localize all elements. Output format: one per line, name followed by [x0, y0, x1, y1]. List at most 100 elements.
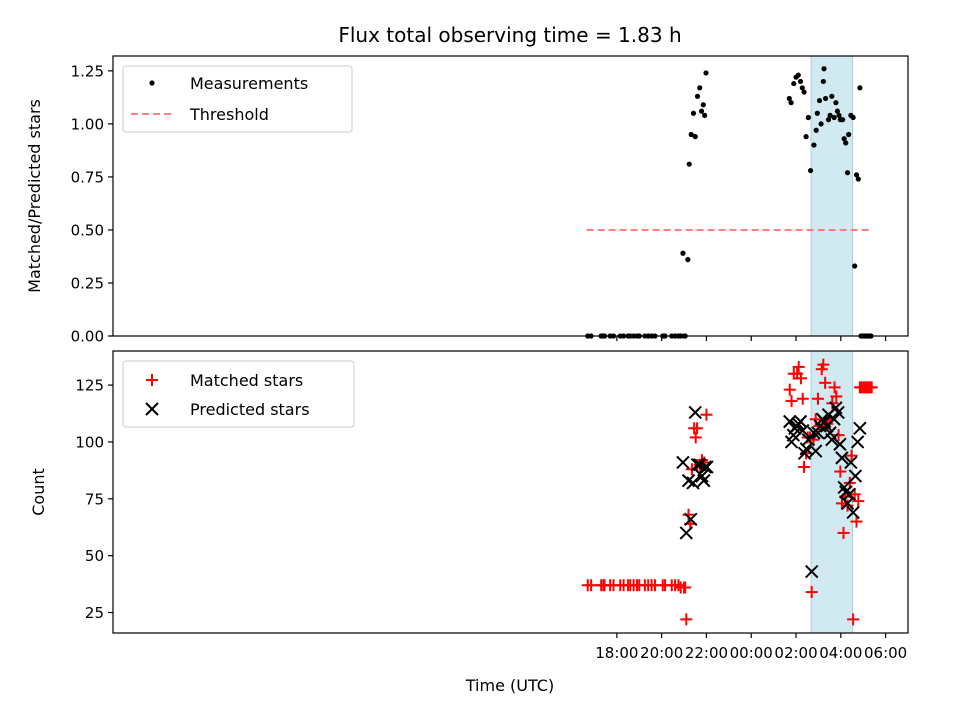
measurement-point — [814, 110, 820, 116]
predicted-star-point — [698, 460, 713, 474]
matched-star-point — [585, 579, 598, 592]
legend-measurements-marker — [149, 80, 155, 86]
predicted-star-point — [679, 526, 694, 540]
matched-star-point — [850, 515, 863, 528]
measurement-point — [791, 80, 797, 87]
matched-star-point — [828, 381, 841, 394]
measurement-point — [685, 257, 691, 263]
matched-star-point — [841, 499, 854, 512]
bottom-xtick-label: 20:00 — [640, 644, 683, 662]
predicted-star-point — [835, 451, 849, 465]
matched-star-point — [817, 358, 830, 371]
top-axes: 0.00 0.25 0.50 0.75 1.00 1.25 Matched/Predict… — [25, 55, 909, 346]
matched-star-point — [809, 413, 822, 426]
measurement-point — [844, 170, 851, 176]
chart-title: Flux total observing time = 1.83 h — [338, 23, 681, 47]
predicted-star-point — [681, 473, 696, 488]
matched-star-point — [682, 508, 695, 521]
measurement-point — [795, 72, 801, 78]
measurement-point — [692, 134, 698, 140]
legend-matched-marker — [146, 374, 158, 386]
matched-star-point — [811, 392, 824, 405]
bottom-ytick-label: 25 — [85, 604, 104, 622]
predicted-star-point — [853, 421, 867, 436]
predicted-star-point — [684, 512, 698, 526]
matched-star-point — [847, 613, 860, 626]
measurement-point — [822, 95, 829, 102]
matched-star-point — [783, 383, 796, 396]
predicted-star-point — [783, 414, 797, 429]
predicted-star-point — [697, 473, 711, 488]
matched-star-point — [796, 392, 809, 405]
measurement-point — [688, 131, 694, 138]
matched-star-point — [865, 381, 878, 394]
matched-star-point — [672, 579, 685, 592]
legend-measurements-label: Measurements — [190, 74, 308, 93]
legend-predicted-label: Predicted stars — [190, 400, 310, 419]
matched-star-point — [689, 431, 702, 444]
measurement-point — [694, 93, 701, 99]
measurement-point — [801, 89, 807, 95]
matched-star-point — [832, 429, 845, 442]
measurement-point — [857, 85, 863, 91]
bottom-legend-box — [122, 360, 355, 428]
measurement-point — [690, 110, 697, 116]
bottom-y-axis-label: Count — [29, 468, 48, 516]
measurement-point — [797, 78, 804, 85]
top-ytick-label: 1.25 — [71, 62, 104, 80]
matched-star-point — [837, 526, 850, 539]
top-ytick-label: 0.25 — [71, 274, 104, 292]
measurement-point — [702, 112, 708, 118]
matched-star-point — [680, 613, 693, 626]
predicted-star-point — [686, 476, 700, 490]
bottom-axes: 25 50 75 100 125 18:00 20:00 22:00 00:00 02:00 04… — [29, 350, 909, 695]
legend-predicted-marker — [145, 402, 159, 416]
measurement-point — [818, 121, 824, 127]
bottom-xtick-label: 06:00 — [864, 644, 907, 662]
measurement-point — [820, 78, 826, 85]
measurement-point — [788, 100, 794, 106]
matched-star-point — [835, 497, 848, 510]
measurement-point — [846, 131, 852, 138]
top-legend-box — [122, 65, 353, 133]
measurement-point — [834, 108, 841, 114]
bottom-xtick-label: 18:00 — [595, 644, 638, 662]
measurement-point — [697, 85, 703, 91]
measurement-point — [680, 250, 686, 256]
predicted-star-point — [825, 432, 839, 447]
measurement-point — [855, 176, 861, 182]
measurement-point — [852, 263, 858, 269]
predicted-star-point — [833, 437, 847, 451]
matched-star-point — [834, 465, 847, 478]
measurement-point — [786, 95, 792, 102]
predicted-star-point — [848, 469, 863, 483]
matched-star-point — [691, 422, 704, 435]
matched-star-point — [785, 395, 798, 408]
top-axes-frame — [112, 55, 909, 337]
measurement-point — [840, 117, 846, 123]
measurement-point — [816, 97, 823, 104]
predicted-star-point — [809, 444, 823, 458]
measurement-point — [686, 161, 692, 167]
predicted-star-point — [695, 469, 709, 483]
measurement-point — [700, 102, 706, 108]
top-y-axis-label: Matched/Predicted stars — [25, 99, 44, 293]
measurement-point — [821, 66, 827, 72]
legend-threshold-label: Threshold — [189, 105, 269, 124]
predicted-star-point — [831, 405, 845, 420]
predicted-star-point — [676, 455, 690, 470]
predicted-star-point — [688, 405, 702, 420]
bottom-x-axis-label: Time (UTC) — [465, 676, 554, 695]
matched-star-point — [852, 495, 865, 508]
measurement-point — [807, 167, 814, 174]
measurement-point — [843, 140, 849, 146]
matched-star-point — [798, 460, 811, 473]
bottom-xtick-label: 00:00 — [730, 644, 773, 662]
measurement-point — [827, 112, 833, 118]
predicted-star-point — [850, 435, 865, 449]
measurement-point — [805, 114, 811, 121]
predicted-star-point — [796, 423, 810, 438]
predicted-star-point — [846, 505, 860, 520]
matched-star-point — [805, 586, 818, 599]
measurement-point — [850, 114, 856, 121]
